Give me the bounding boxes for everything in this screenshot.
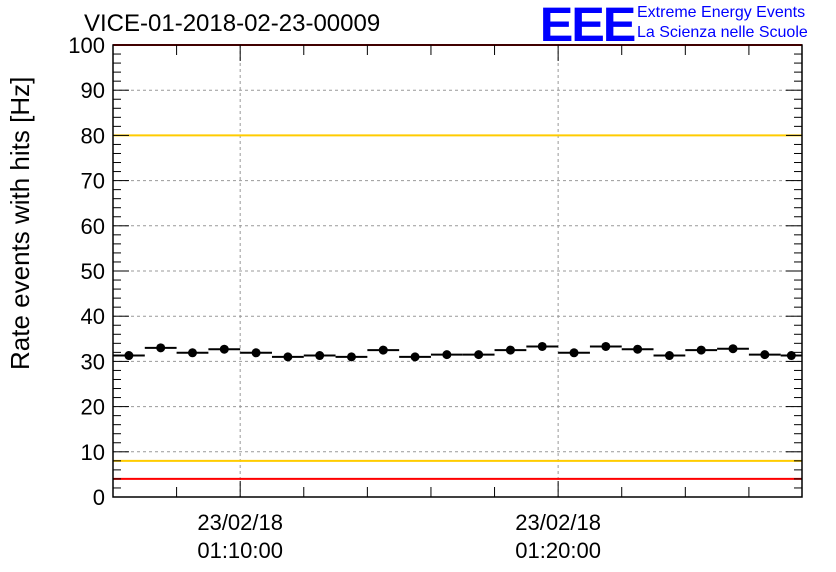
y-tick-label: 30 [81, 349, 105, 374]
y-tick-label: 60 [81, 214, 105, 239]
x-tick-label-time: 01:10:00 [197, 538, 283, 563]
data-point [696, 345, 706, 355]
y-tick-label: 50 [81, 259, 105, 284]
y-tick-label: 100 [68, 33, 105, 58]
data-point [537, 341, 547, 351]
data-point [251, 348, 261, 358]
x-tick-label-time: 01:20:00 [515, 538, 601, 563]
eee-logo: EEE [539, 0, 637, 52]
y-tick-label: 70 [81, 169, 105, 194]
y-tick-label: 10 [81, 440, 105, 465]
data-point [378, 345, 388, 355]
logo-line1: Extreme Energy Events [637, 4, 806, 21]
data-point [505, 345, 515, 355]
y-tick-label: 20 [81, 395, 105, 420]
data-point [315, 351, 325, 361]
data-point [346, 352, 356, 362]
y-axis-label: Rate events with hits [Hz] [5, 76, 35, 370]
data-point [633, 344, 643, 354]
data-point [283, 352, 293, 362]
data-point [156, 343, 166, 353]
y-tick-label: 0 [93, 485, 105, 510]
data-point [664, 351, 674, 361]
data-point [786, 351, 796, 361]
data-point [410, 352, 420, 362]
logo-line2: La Scienza nelle Scuole [637, 24, 808, 41]
data-point [219, 344, 229, 354]
data-point [442, 350, 452, 360]
y-tick-label: 80 [81, 123, 105, 148]
data-point [474, 350, 484, 360]
chart-title: VICE-01-2018-02-23-00009 [84, 10, 381, 37]
data-point [187, 348, 197, 358]
data-point [601, 341, 611, 351]
x-tick-label-date: 23/02/18 [197, 510, 283, 535]
data-point [760, 350, 770, 360]
data-point [569, 348, 579, 358]
y-tick-label: 40 [81, 304, 105, 329]
x-tick-label-date: 23/02/18 [515, 510, 601, 535]
data-point [124, 351, 134, 361]
data-point [728, 344, 738, 354]
y-tick-label: 90 [81, 78, 105, 103]
